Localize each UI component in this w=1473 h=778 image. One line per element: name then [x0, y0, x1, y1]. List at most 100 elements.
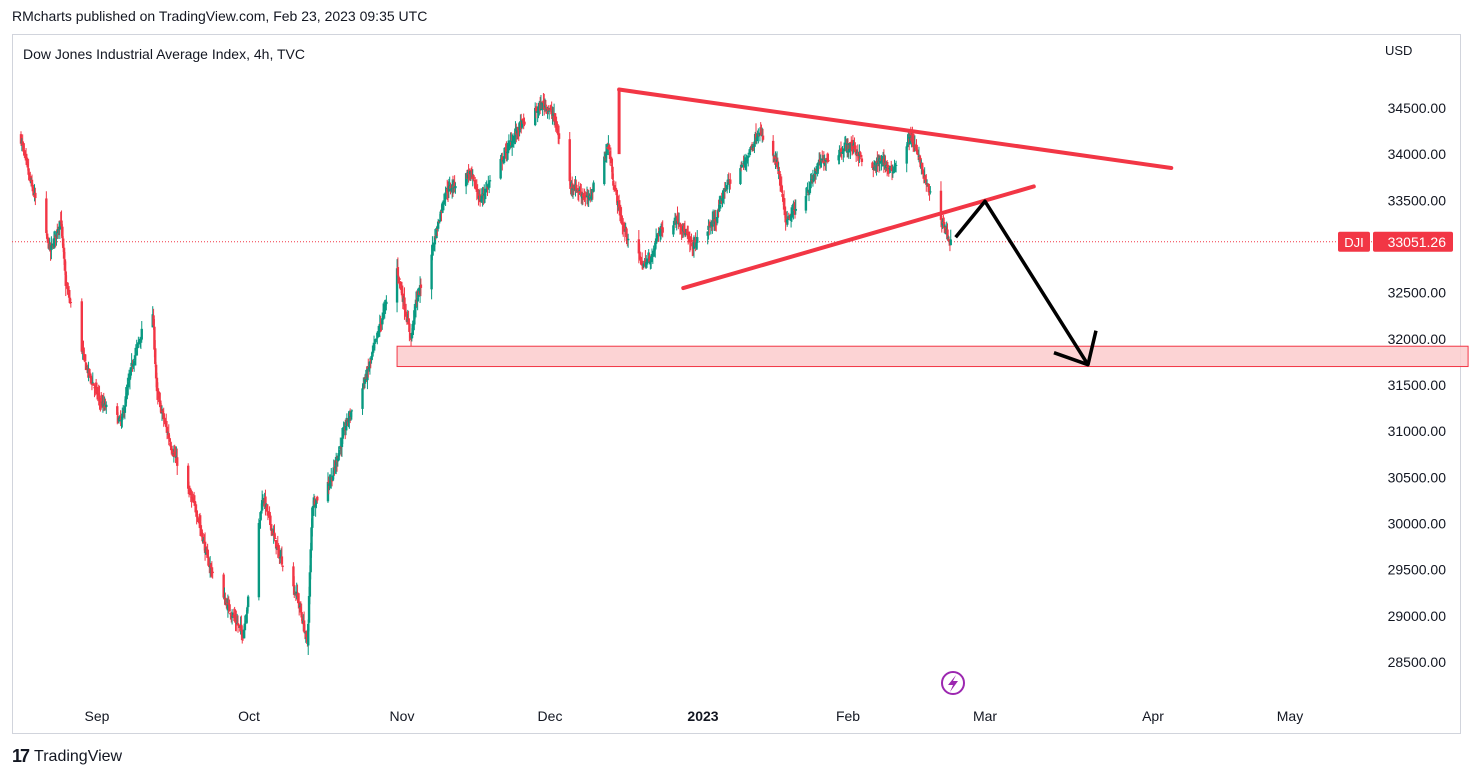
- candle-body: [436, 221, 440, 229]
- candle-body: [819, 161, 822, 166]
- candle-body: [308, 572, 312, 597]
- candle-body: [383, 304, 386, 311]
- y-tick-label: 32500.00: [1388, 285, 1447, 301]
- candle-body: [680, 227, 683, 230]
- candle-body: [916, 149, 919, 155]
- candle-body: [80, 301, 83, 352]
- candle-body: [260, 500, 264, 511]
- candle-body: [363, 379, 367, 384]
- candle-body: [894, 163, 897, 171]
- chart-frame: [12, 34, 1461, 734]
- candle-body: [689, 241, 692, 243]
- candle-body: [194, 506, 197, 513]
- candle-body: [63, 259, 67, 271]
- candle-body: [26, 163, 29, 168]
- candle-body: [342, 430, 345, 436]
- candle-body: [31, 187, 35, 192]
- candle-body: [707, 225, 710, 230]
- candle-body: [548, 109, 552, 111]
- candle-body: [89, 375, 93, 379]
- candle-body: [396, 267, 400, 276]
- candle-body: [243, 623, 246, 630]
- candle-body: [886, 164, 890, 170]
- price-tag-value-bg: [1373, 231, 1453, 252]
- y-tick-label: 34000.00: [1388, 146, 1447, 162]
- candle-body: [234, 616, 237, 622]
- candle-body: [534, 107, 538, 111]
- candle-body: [949, 239, 952, 246]
- candle-body: [626, 237, 629, 240]
- candle-body: [381, 318, 384, 325]
- candle-body: [640, 260, 644, 266]
- candle-body: [683, 229, 687, 236]
- candle-body: [244, 620, 247, 624]
- candle-body: [310, 527, 313, 551]
- candle-body: [257, 522, 261, 598]
- candle-body: [576, 189, 580, 192]
- price-tag-symbol: DJI: [1344, 235, 1364, 250]
- candle-body: [163, 419, 166, 422]
- candle-body: [200, 529, 203, 535]
- candle-body: [577, 191, 580, 193]
- candle-body: [547, 108, 550, 112]
- candle-body: [483, 193, 487, 195]
- candle-body: [553, 113, 557, 122]
- candle-body: [890, 169, 894, 172]
- candle-body: [860, 158, 864, 162]
- candle-body: [779, 184, 783, 186]
- candle-body: [889, 169, 892, 171]
- lightning-icon[interactable]: [941, 671, 965, 695]
- candle-body: [449, 186, 452, 190]
- candle-body: [82, 349, 85, 354]
- candle-body: [710, 226, 713, 228]
- candle-body: [21, 141, 24, 146]
- candle-body: [404, 309, 407, 313]
- candle-body: [64, 271, 67, 286]
- price-tag-symbol-bg: [1338, 231, 1370, 252]
- candle-body: [169, 442, 172, 447]
- candle-body: [332, 467, 335, 474]
- candle-body: [91, 382, 94, 384]
- candle-body: [52, 238, 56, 247]
- candle-body: [749, 147, 752, 151]
- x-tick-label: 2023: [687, 708, 718, 724]
- candle-body: [502, 156, 506, 160]
- candle-body: [786, 217, 790, 221]
- symbol-title[interactable]: Dow Jones Industrial Average Index, 4h, …: [23, 46, 305, 62]
- candle-body: [684, 232, 687, 235]
- candle-body: [132, 361, 136, 366]
- candle-body: [943, 222, 946, 229]
- candle-body: [278, 549, 281, 559]
- candle-body: [571, 183, 574, 188]
- candle-body: [507, 143, 511, 146]
- candle-body: [267, 511, 270, 515]
- candle-body: [349, 412, 353, 417]
- candle-body: [837, 155, 840, 161]
- candle-body: [453, 181, 456, 188]
- candle-body: [274, 540, 278, 549]
- tradingview-brand[interactable]: 17 TradingView: [12, 746, 122, 767]
- candle-body: [159, 400, 162, 404]
- candle-body: [470, 169, 474, 176]
- candle-body: [447, 185, 451, 192]
- candle-body: [399, 281, 402, 286]
- support-zone: [396, 345, 1469, 368]
- candle-body: [653, 248, 656, 252]
- candle-body: [741, 164, 744, 166]
- candle-body: [922, 170, 926, 178]
- candle-body: [245, 614, 248, 623]
- candle-body: [62, 247, 66, 259]
- currency-label[interactable]: USD: [1385, 43, 1413, 58]
- candle-body: [541, 102, 544, 110]
- candle-body: [227, 603, 230, 605]
- candle-body: [751, 144, 755, 149]
- candle-body: [404, 311, 408, 317]
- candle-body: [685, 232, 688, 234]
- candle-body: [814, 170, 818, 175]
- candle-body: [416, 298, 419, 302]
- candle-body: [345, 417, 349, 426]
- candle-body: [209, 564, 213, 568]
- candle-body: [893, 168, 896, 173]
- candle-body: [657, 233, 660, 235]
